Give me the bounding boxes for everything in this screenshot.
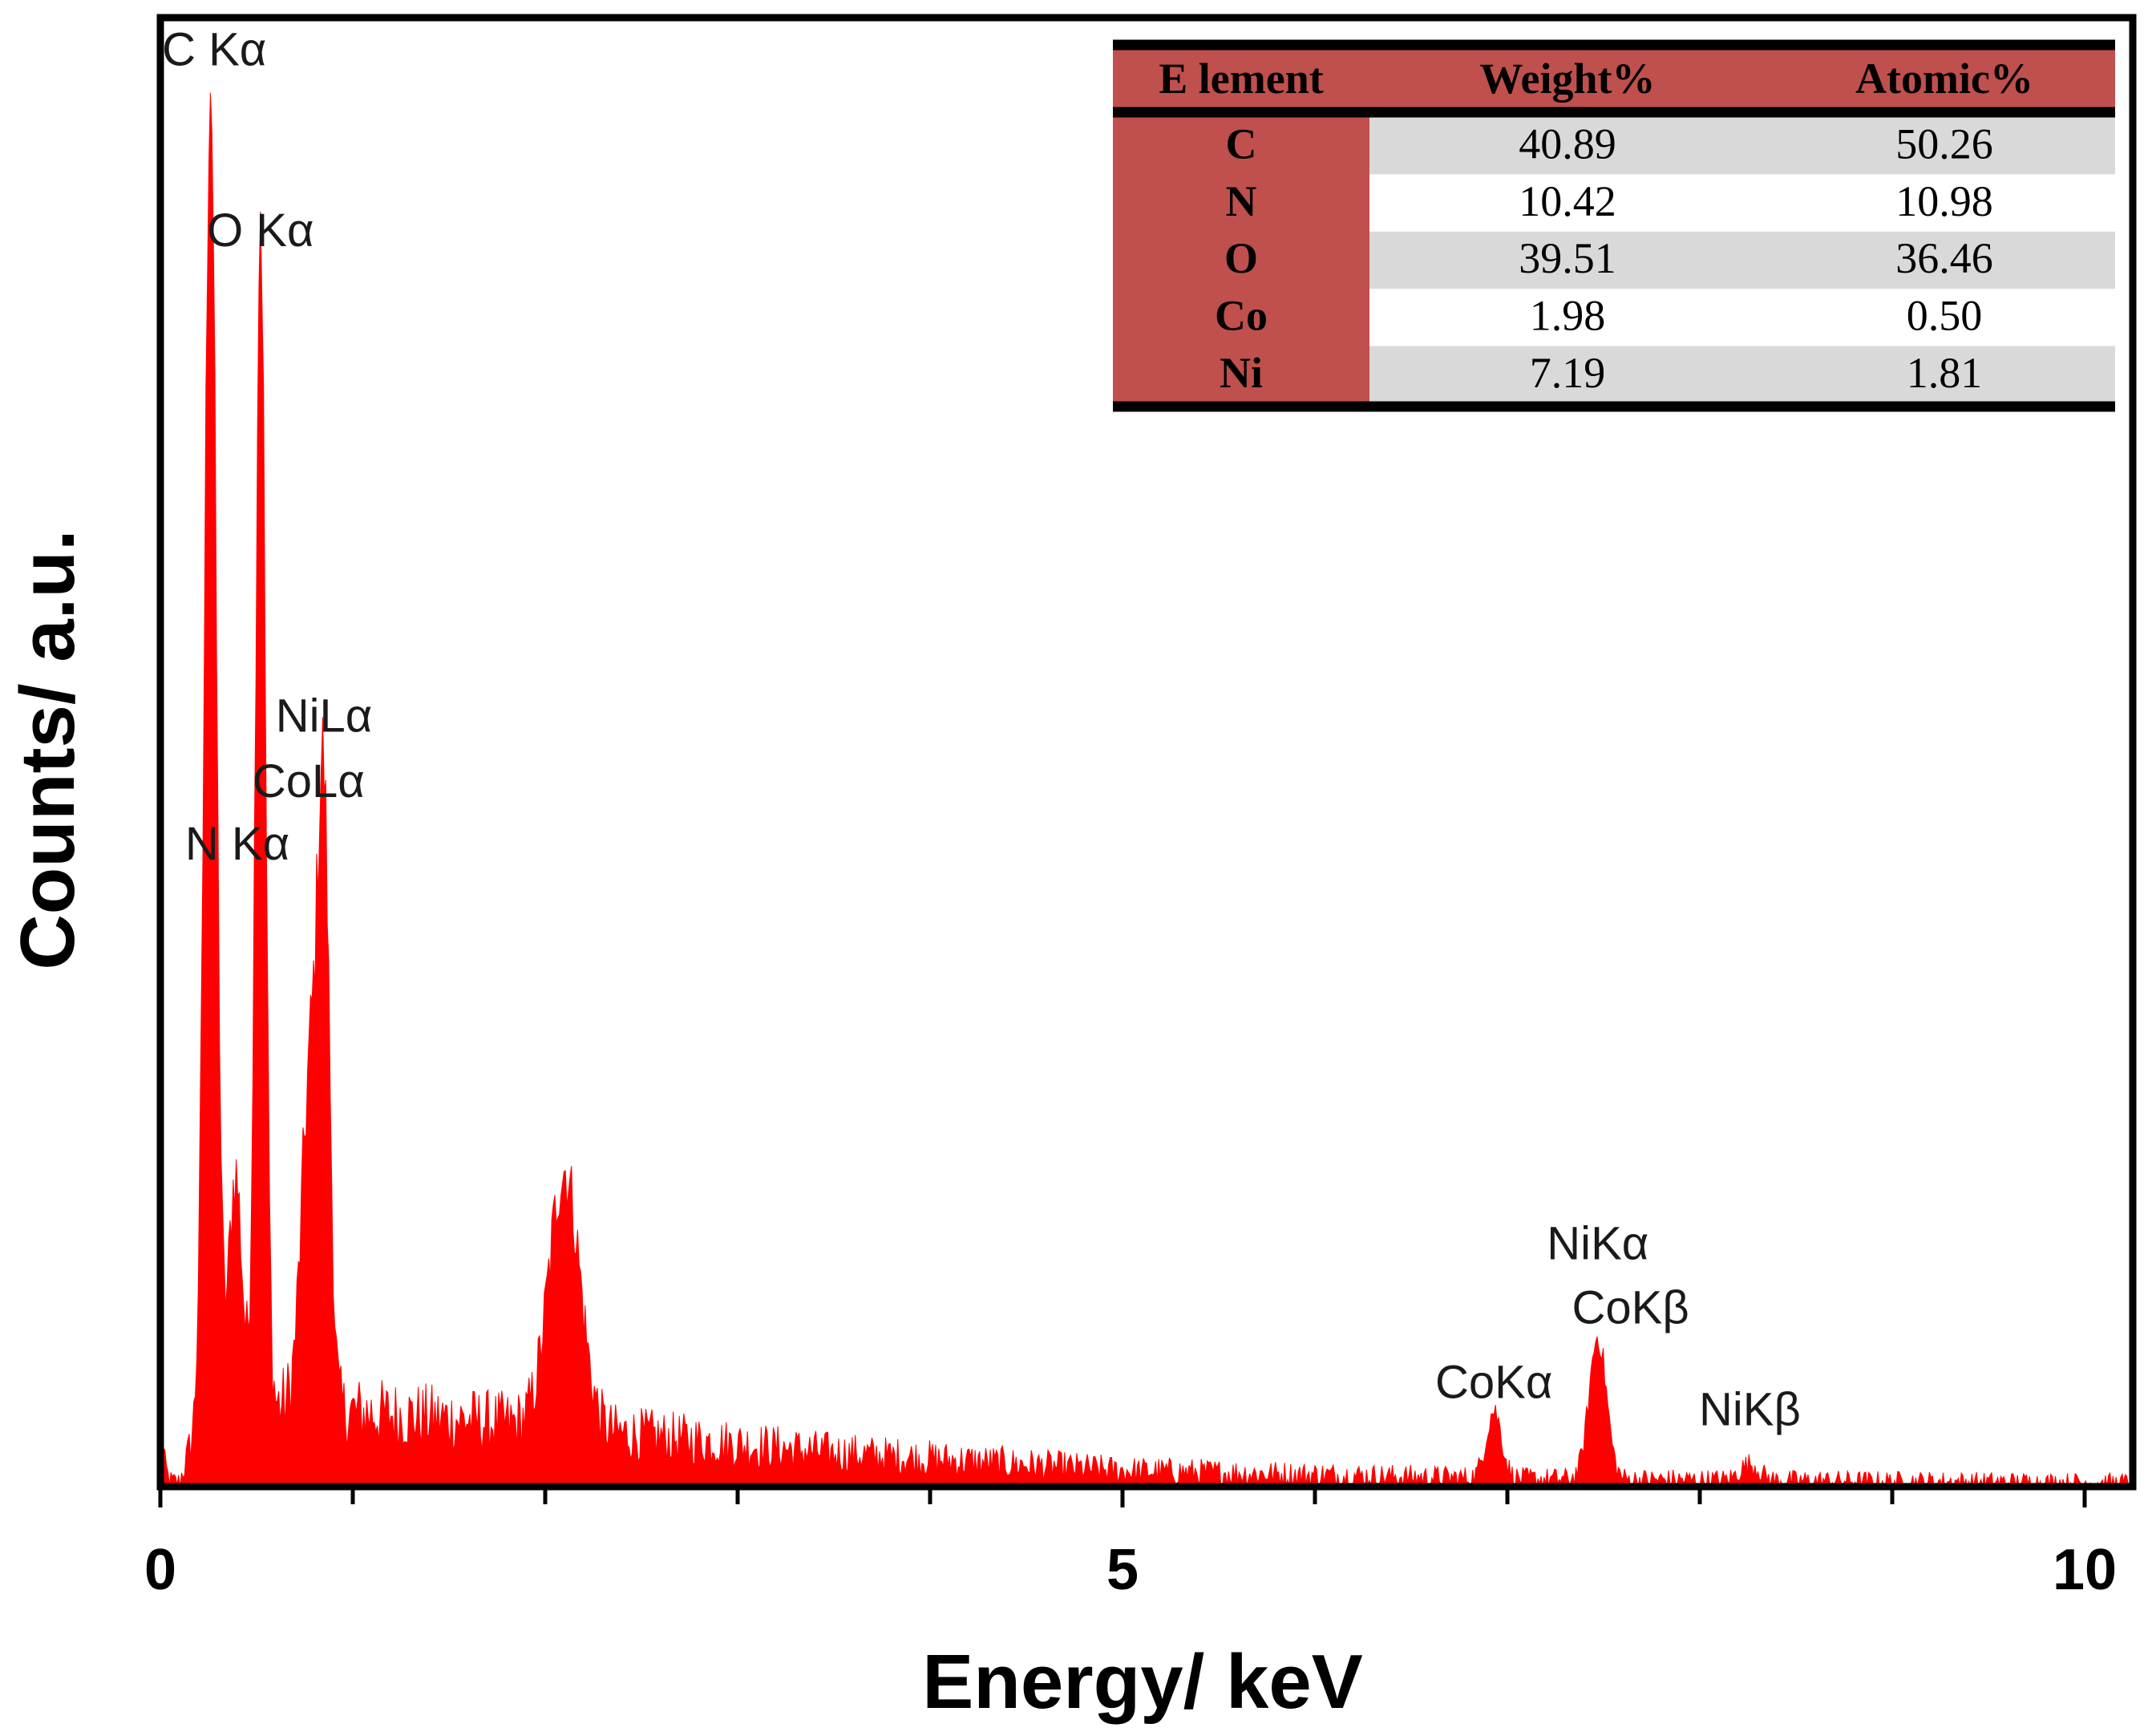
peak-label: CoKα: [1435, 1357, 1552, 1409]
spectrum-series: [160, 92, 2134, 1488]
table-header-element: E lement: [1159, 55, 1323, 103]
table-cell-element: Co: [1215, 292, 1268, 340]
table-cell-weight: 39.51: [1519, 234, 1616, 282]
x-tick-label: 10: [2053, 1538, 2117, 1602]
peak-label: CoLα: [253, 755, 365, 807]
peak-label: NiLα: [276, 690, 373, 743]
x-tick-label: 5: [1106, 1538, 1139, 1602]
x-axis-ticks: [158, 1487, 2087, 1507]
plot-frame: [156, 14, 2137, 1491]
table-cell-weight: 1.98: [1530, 292, 1606, 340]
table-row-shade: [1369, 346, 2115, 403]
table-cell-atomic: 0.50: [1907, 292, 1983, 340]
composition-table: E lement Weight% Atomic% C 40.89 50.26 N 10.…: [1113, 39, 2115, 412]
table-body: C 40.89 50.26 N 10.42 10.98 O 39.51 36.46 Co 1.98 0…: [1215, 119, 1993, 397]
table-cell-element: O: [1224, 234, 1258, 282]
table-cell-atomic: 50.26: [1895, 119, 1993, 168]
table-cell-element: C: [1226, 119, 1257, 168]
peak-label: C Kα: [162, 23, 266, 75]
table-header-weight: Weight%: [1479, 55, 1655, 103]
table-row-shading: [1369, 117, 2115, 403]
table-cell-atomic: 10.98: [1895, 177, 1993, 225]
table-row-shade: [1369, 117, 2115, 175]
peak-label: N Kα: [185, 818, 289, 870]
peak-label: NiKα: [1547, 1218, 1648, 1270]
table-cell-weight: 10.42: [1519, 177, 1616, 225]
table-cell-element: N: [1226, 177, 1257, 225]
peak-label: O Kα: [207, 204, 314, 257]
table-cell-weight: 7.19: [1530, 349, 1606, 397]
x-axis-tick-labels: 0 5 10: [144, 1538, 2117, 1602]
table-header-atomic: Atomic%: [1855, 55, 2033, 103]
table-cell-element: Ni: [1220, 349, 1263, 397]
table-cell-atomic: 1.81: [1907, 349, 1983, 397]
x-axis-title: Energy/ keV: [922, 1639, 1363, 1725]
y-axis-title: Counts/ a.u.: [5, 529, 91, 969]
table-header-background: [1113, 47, 2115, 107]
table-cell-atomic: 36.46: [1895, 234, 1993, 282]
table-element-column-background: [1113, 117, 1369, 403]
table-row-shade: [1369, 231, 2115, 289]
peak-label: NiKβ: [1699, 1384, 1801, 1436]
table-cell-weight: 40.89: [1519, 119, 1616, 168]
peak-label: CoKβ: [1572, 1281, 1689, 1333]
x-tick-label: 0: [144, 1538, 176, 1602]
